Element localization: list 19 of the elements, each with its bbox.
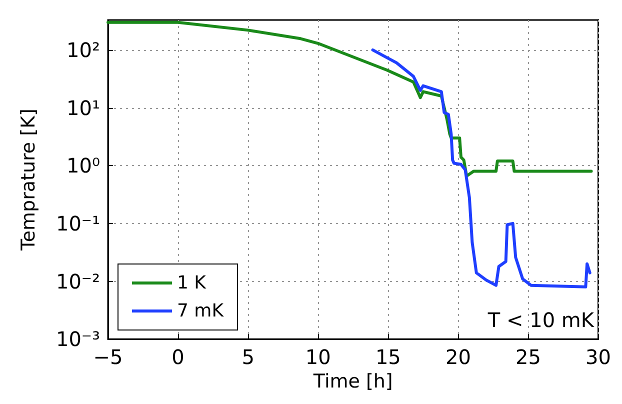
- legend-label: 1 K: [177, 272, 208, 294]
- y-axis-title: Temprature [K]: [18, 108, 40, 252]
- x-axis-title: Time [h]: [312, 370, 393, 392]
- x-tick-label: 20: [445, 345, 471, 370]
- x-tick-label: 0: [172, 345, 184, 370]
- x-tick-label: 10: [305, 345, 331, 370]
- line-series: [106, 20, 593, 178]
- x-tick-label: 5: [242, 345, 254, 370]
- y-tick-label: 10²: [66, 38, 100, 62]
- y-tick-label: 10⁻²: [56, 269, 100, 294]
- y-tick-label: 10⁰: [66, 154, 100, 178]
- x-tick-label: 25: [516, 345, 541, 370]
- y-tick-label: 10¹: [66, 96, 100, 120]
- x-tick-label: 30: [586, 345, 611, 370]
- line-series: [371, 48, 592, 288]
- legend-label: 7 mK: [177, 300, 225, 322]
- annotation: T < 10 mK: [486, 308, 595, 332]
- x-tick-label: 15: [375, 345, 401, 370]
- y-tick-label: 10⁻¹: [56, 211, 100, 236]
